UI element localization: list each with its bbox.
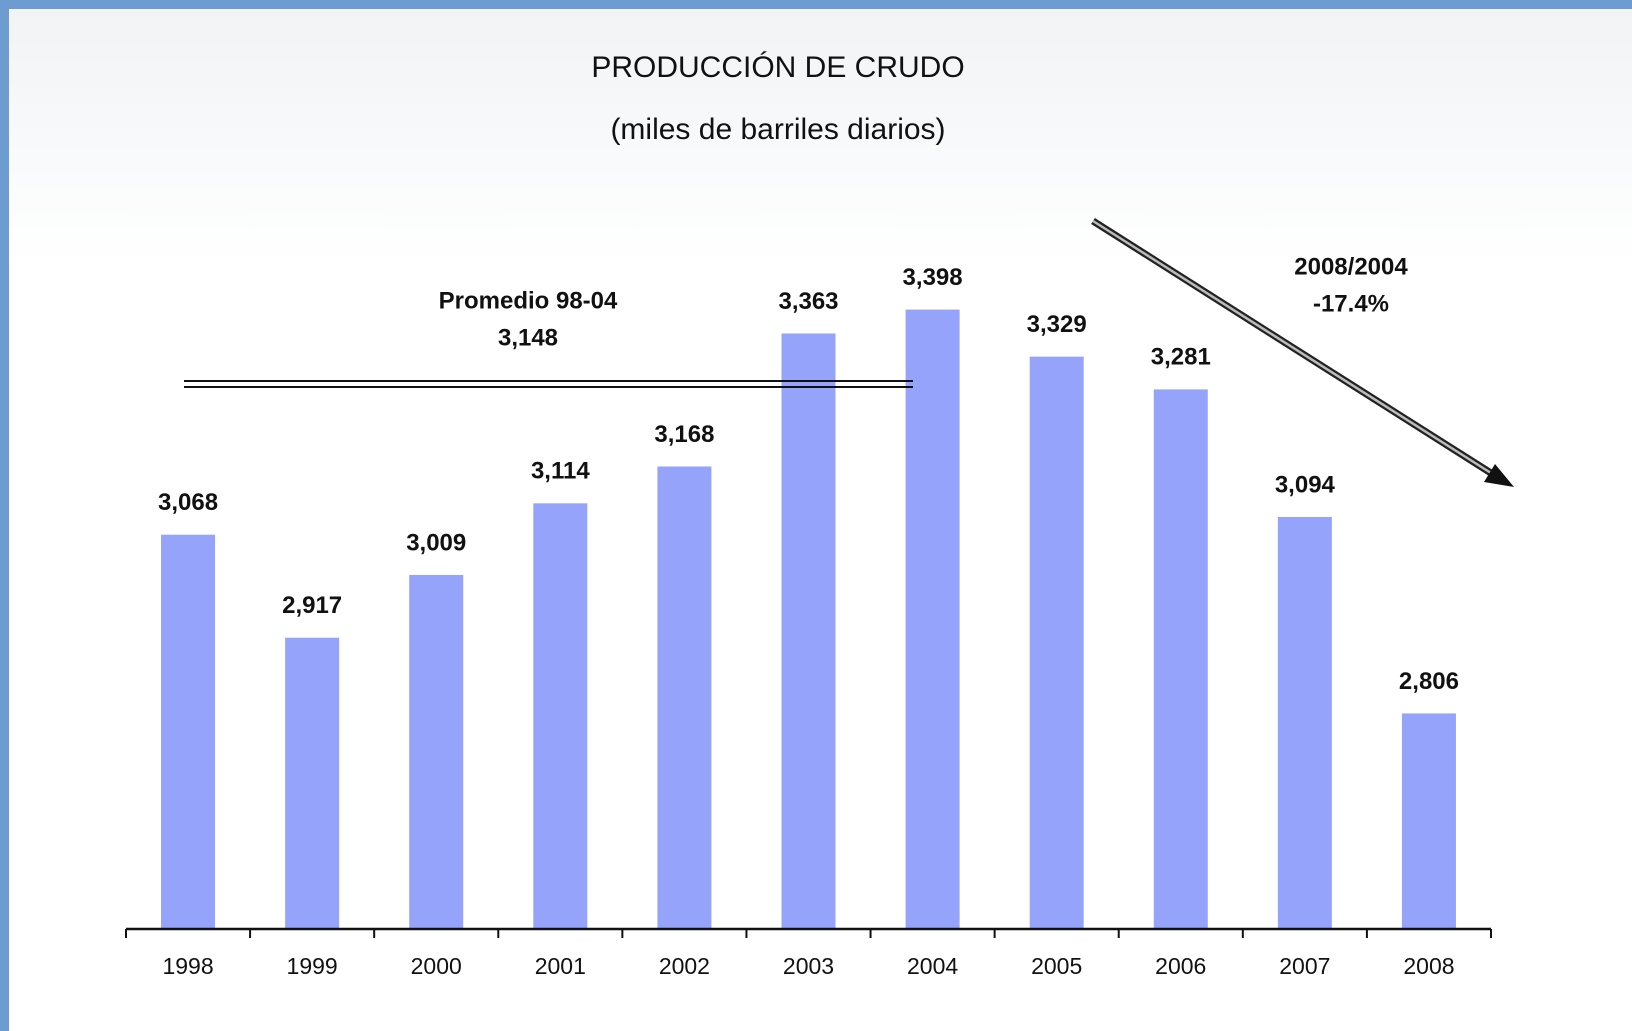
bar: [1153, 389, 1208, 929]
bar: [161, 534, 216, 929]
bar: [409, 574, 464, 929]
trend-arrow: [1091, 218, 1514, 487]
data-label: 3,009: [406, 529, 466, 556]
average-label: Promedio 98-04: [439, 287, 618, 314]
bar: [657, 466, 712, 929]
x-tick-label: 2005: [1031, 953, 1082, 979]
x-tick-label: 2004: [907, 953, 958, 979]
x-tick-label: 2003: [783, 953, 834, 979]
bar: [905, 309, 960, 930]
data-label: 3,398: [903, 264, 963, 291]
data-label: 3,068: [158, 489, 218, 516]
data-label: 3,168: [654, 421, 714, 448]
change-label: 2008/2004: [1294, 253, 1408, 280]
x-tick-label: 2008: [1403, 953, 1454, 979]
data-label: 3,114: [531, 458, 590, 485]
x-tick-label: 1999: [287, 953, 338, 979]
bar: [533, 503, 588, 929]
bar: [1401, 713, 1456, 929]
data-label: 3,094: [1275, 471, 1336, 498]
change-value: -17.4%: [1313, 290, 1389, 317]
data-label: 3,281: [1151, 344, 1211, 371]
chart-title: PRODUCCIÓN DE CRUDO: [591, 51, 964, 84]
chart-subtitle: (miles de barriles diarios): [610, 113, 945, 146]
data-label: 2,917: [282, 592, 342, 619]
x-tick-label: 2006: [1155, 953, 1206, 979]
bar: [1029, 356, 1084, 929]
bar: [1277, 516, 1332, 929]
average-line: [184, 380, 913, 388]
data-label: 2,806: [1399, 668, 1459, 695]
data-label: 3,363: [778, 288, 838, 315]
data-label: 3,329: [1027, 311, 1087, 338]
x-tick-label: 1998: [162, 953, 213, 979]
x-tick-label: 2002: [659, 953, 710, 979]
average-value: 3,148: [498, 324, 558, 351]
bar: [781, 333, 836, 930]
x-tick-label: 2001: [535, 953, 586, 979]
bars: [161, 309, 1456, 930]
x-tick-label: 2000: [411, 953, 462, 979]
bar: [285, 637, 340, 929]
x-tick-label: 2007: [1279, 953, 1330, 979]
